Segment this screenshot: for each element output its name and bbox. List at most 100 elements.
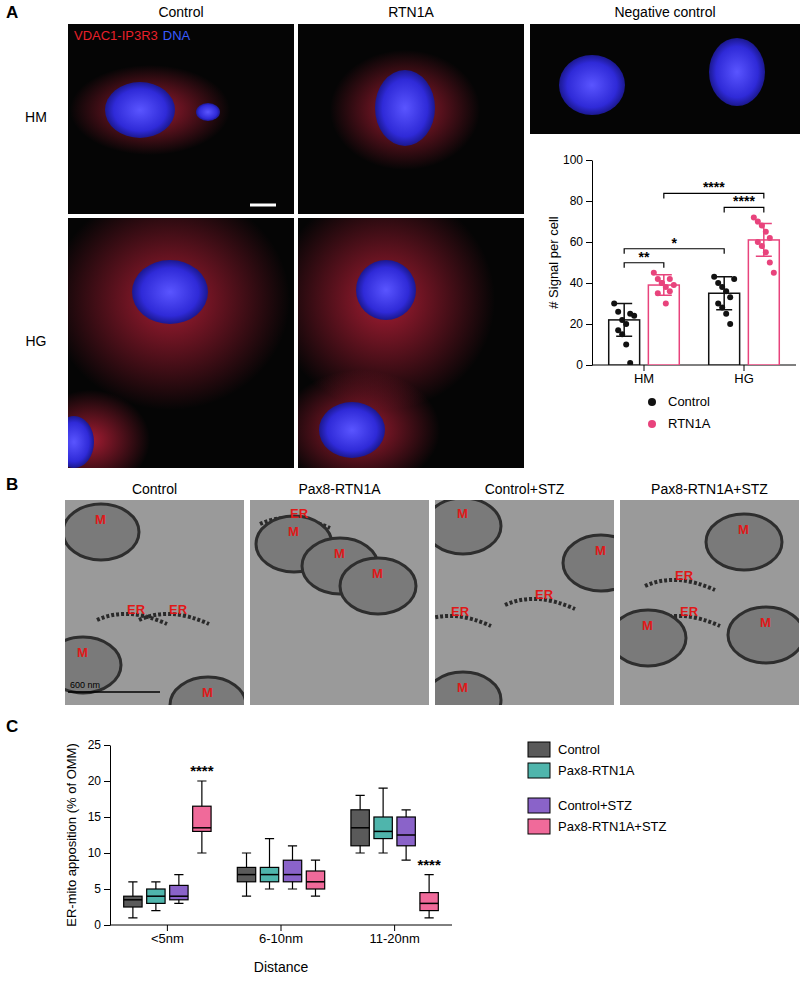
median bbox=[170, 895, 188, 897]
y-axis: 020406080100 bbox=[563, 153, 593, 372]
data-point bbox=[767, 235, 773, 241]
x-tick: HM bbox=[634, 365, 654, 386]
tick-mark bbox=[394, 925, 395, 931]
median bbox=[397, 834, 415, 836]
data-point bbox=[763, 249, 769, 255]
structure-label: M bbox=[760, 615, 771, 630]
box bbox=[283, 860, 301, 882]
panel-title: Pax8-RTN1A bbox=[298, 481, 381, 497]
significance-label: **** bbox=[733, 193, 755, 209]
mitochondrion bbox=[65, 637, 121, 693]
structure-label: M bbox=[595, 543, 606, 558]
nucleus bbox=[196, 103, 220, 121]
structure-label: M bbox=[372, 566, 383, 581]
legend-label: Control bbox=[558, 742, 600, 757]
signal-haze bbox=[330, 50, 480, 170]
data-point bbox=[623, 342, 629, 348]
stain-label: DNA bbox=[163, 28, 191, 43]
tick-label: 15 bbox=[88, 810, 102, 824]
mitochondrion bbox=[728, 607, 799, 663]
image-background bbox=[68, 24, 294, 214]
data-point bbox=[719, 305, 725, 311]
panel-title: Pax8-RTN1A+STZ bbox=[651, 481, 768, 497]
box bbox=[237, 867, 255, 881]
nucleus bbox=[132, 260, 208, 324]
y-axis-title: ER-mito apposition (% of OMM) bbox=[64, 743, 79, 927]
data-point bbox=[759, 223, 765, 229]
em-image bbox=[435, 500, 614, 705]
data-point bbox=[667, 288, 673, 294]
data-point bbox=[651, 270, 657, 276]
signal-haze bbox=[68, 390, 150, 468]
structure-label: M bbox=[334, 546, 345, 561]
data-point bbox=[671, 282, 677, 288]
data-point bbox=[727, 321, 733, 327]
x-axis: HM HG bbox=[592, 365, 796, 386]
median bbox=[420, 903, 438, 905]
micrograph bbox=[298, 218, 524, 468]
mitochondrion bbox=[706, 514, 782, 570]
legend-label: Control bbox=[668, 394, 710, 409]
data-point bbox=[731, 276, 737, 282]
micrograph bbox=[298, 24, 524, 214]
data-point bbox=[659, 280, 665, 286]
data-point bbox=[623, 321, 629, 327]
tick-label: 80 bbox=[570, 194, 584, 208]
nucleus bbox=[105, 82, 175, 138]
stain-legend: VDAC1-IP3R3 DNA bbox=[74, 28, 191, 43]
error-bar bbox=[756, 224, 772, 257]
data-point bbox=[667, 276, 673, 282]
x-axis: <5nm6-10nm11-20nm bbox=[110, 925, 452, 946]
mitochondrion bbox=[563, 535, 614, 591]
tick-label: 0 bbox=[576, 358, 583, 372]
significance-label: **** bbox=[703, 179, 725, 195]
legend-label: Pax8-RTN1A bbox=[558, 763, 635, 778]
tick-label: HG bbox=[734, 371, 754, 386]
tick-label: HM bbox=[634, 371, 654, 386]
legend-label: Pax8-RTN1A+STZ bbox=[558, 819, 667, 834]
tick-label: 25 bbox=[88, 738, 102, 752]
data-point bbox=[763, 229, 769, 235]
micrograph bbox=[68, 218, 294, 468]
nucleus bbox=[375, 70, 435, 146]
tick-label: 60 bbox=[570, 235, 584, 249]
median bbox=[237, 874, 255, 876]
panel-label: B bbox=[6, 475, 18, 494]
tick-label: 11-20nm bbox=[369, 931, 419, 946]
median bbox=[306, 881, 324, 883]
column-title: RTN1A bbox=[388, 4, 434, 20]
bar bbox=[648, 285, 679, 365]
data-point bbox=[767, 260, 773, 266]
y-tick: 15 bbox=[88, 810, 110, 824]
structure-label: M bbox=[288, 524, 299, 539]
box bbox=[124, 896, 142, 907]
stain-label: VDAC1-IP3R3 bbox=[74, 28, 158, 43]
signal-haze bbox=[70, 65, 230, 155]
em-image bbox=[250, 500, 429, 705]
tick-mark bbox=[586, 365, 592, 366]
image-background bbox=[620, 500, 799, 705]
box bbox=[170, 885, 188, 899]
bar bbox=[748, 240, 779, 365]
data-point bbox=[659, 280, 665, 286]
tick-mark bbox=[167, 925, 168, 931]
error-bar bbox=[716, 277, 732, 310]
mitochondrion bbox=[170, 677, 244, 705]
structure-label: M bbox=[95, 512, 106, 527]
plot-area bbox=[609, 214, 780, 365]
median bbox=[193, 827, 211, 829]
y-tick: 60 bbox=[570, 235, 592, 249]
box bbox=[193, 806, 211, 831]
data-point bbox=[759, 243, 765, 249]
scale-bar-label: 600 nm bbox=[70, 680, 100, 690]
structure-label: M bbox=[738, 522, 749, 537]
axis-line bbox=[592, 161, 593, 366]
data-point bbox=[615, 309, 621, 315]
image-background bbox=[530, 24, 800, 134]
y-tick: 20 bbox=[88, 774, 110, 788]
tick-label: 100 bbox=[563, 153, 583, 167]
legend-swatch bbox=[528, 819, 550, 834]
tick-mark bbox=[104, 925, 110, 926]
box bbox=[306, 871, 324, 889]
structure-label: ER bbox=[535, 587, 554, 602]
